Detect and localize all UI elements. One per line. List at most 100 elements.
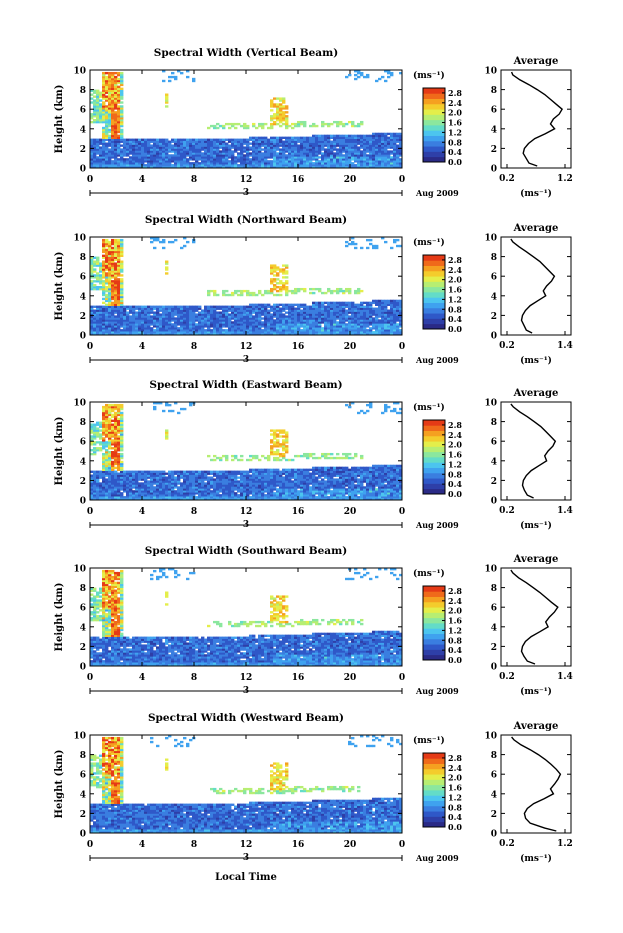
- heatmap-cell: [354, 164, 357, 166]
- heatmap-cell: [237, 164, 240, 166]
- average-x-tick-label: 0.2: [499, 174, 515, 184]
- heatmap-cell: [114, 72, 117, 74]
- heatmap-cell: [333, 121, 336, 123]
- heatmap-cell: [183, 245, 186, 247]
- heatmap-cell: [258, 304, 261, 306]
- heatmap-cell: [225, 306, 228, 308]
- heatmap-cell: [357, 123, 360, 125]
- heatmap-cell: [261, 148, 264, 150]
- heatmap-cell: [276, 97, 279, 99]
- heatmap-cell: [120, 453, 123, 455]
- heatmap-cell: [360, 135, 363, 137]
- heatmap-cell: [345, 302, 348, 304]
- heatmap-cell: [282, 276, 285, 278]
- heatmap-cell: [273, 97, 276, 99]
- heatmap-cell: [216, 311, 219, 313]
- heatmap-cell: [120, 404, 123, 406]
- heatmap-cell: [381, 133, 384, 135]
- heatmap-cell: [195, 323, 198, 325]
- heatmap-cell: [186, 158, 189, 160]
- colorbar-units: (ms⁻¹): [413, 70, 445, 81]
- heatmap-cell: [120, 274, 123, 276]
- colorbar-swatch: [423, 88, 445, 94]
- colorbar-swatch: [423, 109, 445, 115]
- heatmap-cell: [114, 315, 117, 317]
- heatmap-cell: [147, 139, 150, 141]
- heatmap-cell: [177, 139, 180, 141]
- heatmap-cell: [336, 288, 339, 290]
- heatmap-cell: [252, 315, 255, 317]
- heatmap-cell: [279, 294, 282, 296]
- heatmap-cell: [255, 294, 258, 296]
- heatmap-cell: [354, 243, 357, 245]
- colorbar-swatch: [423, 292, 445, 298]
- heatmap-cell: [354, 78, 357, 80]
- heatmap-cell: [99, 262, 102, 264]
- heatmap-cell: [345, 245, 348, 247]
- heatmap-cell: [90, 453, 93, 455]
- heatmap-cell: [348, 135, 351, 137]
- heatmap-cell: [234, 127, 237, 129]
- heatmap-cell: [132, 471, 135, 473]
- heatmap-cell: [270, 137, 273, 139]
- heatmap-cell: [261, 294, 264, 296]
- heatmap-cell: [93, 139, 96, 141]
- heatmap-cell: [117, 278, 120, 280]
- colorbar-tick-label: 1.6: [448, 285, 462, 295]
- heatmap-cell: [162, 306, 165, 308]
- heatmap-cell: [282, 141, 285, 143]
- heatmap-cell: [273, 103, 276, 105]
- heatmap-cell: [216, 294, 219, 296]
- heatmap-cell: [117, 72, 120, 74]
- heatmap-cell: [285, 270, 288, 272]
- heatmap-cell: [96, 286, 99, 288]
- colorbar-tick-label: 2.4: [448, 265, 462, 275]
- heatmap-cell: [273, 274, 276, 276]
- heatmap-cell: [249, 137, 252, 139]
- x-tick-label: 0: [399, 175, 405, 185]
- heatmap-cell: [96, 306, 99, 308]
- heatmap-cell: [108, 148, 111, 150]
- heatmap-cell: [225, 139, 228, 141]
- heatmap-cell: [144, 164, 147, 166]
- heatmap-cell: [102, 127, 105, 129]
- heatmap-cell: [276, 304, 279, 306]
- heatmap-cell: [153, 406, 156, 408]
- heatmap-cell: [312, 302, 315, 304]
- heatmap-cell: [231, 306, 234, 308]
- heatmap-cell: [171, 164, 174, 166]
- heatmap-cell: [102, 239, 105, 241]
- heatmap-cell: [279, 125, 282, 127]
- heatmap-cell: [90, 424, 93, 426]
- heatmap-cell: [357, 304, 360, 306]
- heatmap-cell: [153, 139, 156, 141]
- heatmap-cell: [120, 148, 123, 150]
- heatmap-cell: [288, 137, 291, 139]
- heatmap-cell: [231, 123, 234, 125]
- heatmap-cell: [363, 135, 366, 137]
- heatmap-cell: [333, 302, 336, 304]
- heatmap-cell: [174, 306, 177, 308]
- heatmap-cell: [99, 441, 102, 443]
- heatmap-cell: [159, 139, 162, 141]
- heatmap-cell: [153, 329, 156, 331]
- heatmap-cell: [168, 80, 171, 82]
- heatmap-cell: [366, 302, 369, 304]
- heatmap-cell: [342, 302, 345, 304]
- heatmap-cell: [162, 410, 165, 412]
- average-x-tick-label: 1.4: [557, 341, 573, 351]
- heatmap-cell: [207, 290, 210, 292]
- heatmap-cell: [234, 156, 237, 158]
- heatmap-cell: [129, 471, 132, 473]
- heatmap-cell: [240, 125, 243, 127]
- heatmap-cell: [315, 288, 318, 290]
- heatmap-cell: [96, 447, 99, 449]
- heatmap-cell: [396, 144, 399, 146]
- colorbar-swatch: [423, 141, 445, 147]
- heatmap-cell: [90, 471, 93, 473]
- heatmap-cell: [228, 139, 231, 141]
- heatmap-cell: [282, 268, 285, 270]
- heatmap-cell: [219, 150, 222, 152]
- heatmap-cell: [273, 278, 276, 280]
- heatmap-cell: [93, 306, 96, 308]
